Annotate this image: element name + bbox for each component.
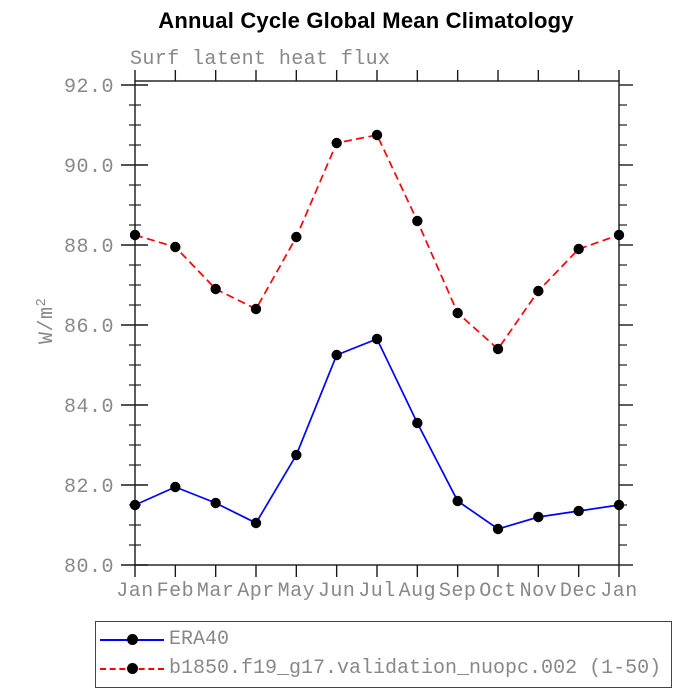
y-tick-label: 82.0 <box>64 476 114 499</box>
data-point-marker <box>533 511 544 523</box>
data-point-marker <box>129 499 141 511</box>
data-point-marker <box>250 517 262 529</box>
y-tick-label: 80.0 <box>64 556 114 579</box>
x-tick-label: May <box>278 580 316 603</box>
x-tick-label: Oct <box>479 580 517 603</box>
chart-title: Annual Cycle Global Mean Climatology <box>158 8 574 33</box>
plot-frame <box>134 80 620 566</box>
chart-svg: Jan Feb Mar Apr May Jun Jul Aug Sep Oct Nov Dec Jan8… <box>34 70 638 603</box>
x-tick-label: Jan <box>600 580 638 603</box>
y-tick-label: 92.0 <box>64 76 114 99</box>
data-point-marker <box>492 523 504 535</box>
x-tick-label: Jan <box>116 580 154 603</box>
legend-entry: ERA40 <box>100 625 671 654</box>
series-1 <box>129 129 625 355</box>
data-point-marker <box>371 129 383 141</box>
x-tick-label: Jul <box>358 580 396 603</box>
y-axis: 80.0 82.0 84.0 86.0 88.0 90.0 92.0 <box>64 76 633 579</box>
data-point-marker <box>210 497 221 509</box>
x-tick-label: Nov <box>520 580 558 603</box>
y-tick-label: 84.0 <box>64 396 114 419</box>
data-point-marker <box>291 449 302 461</box>
y-axis-title: W/m2 <box>34 298 59 344</box>
data-point-marker <box>412 215 423 227</box>
legend-entry-label: b1850.f19_g17.validation_nuopc.002 (1-50… <box>169 657 662 680</box>
data-point-marker <box>452 495 463 507</box>
data-point-marker <box>129 229 141 241</box>
x-tick-label: Mar <box>197 580 235 603</box>
legend: ERA40 b1850.f19_g17.validation_nuopc.002 … <box>95 621 672 688</box>
data-point-marker <box>170 481 181 493</box>
chart-subtitle: Surf latent heat flux <box>130 48 391 71</box>
y-tick-label: 86.0 <box>64 316 114 339</box>
data-point-marker <box>291 231 302 243</box>
legend-marker-dot <box>126 634 138 645</box>
data-point-marker <box>573 505 584 517</box>
data-point-marker <box>573 243 584 255</box>
y-tick-label: 90.0 <box>64 156 114 179</box>
x-tick-label: Dec <box>560 580 598 603</box>
data-point-marker <box>492 343 504 355</box>
legend-marker-dot <box>126 663 138 674</box>
data-point-marker <box>331 349 342 361</box>
x-tick-label: Feb <box>157 580 195 603</box>
x-tick-label: Sep <box>439 580 477 603</box>
x-axis: Jan Feb Mar Apr May Jun Jul Aug Sep Oct Nov Dec Jan <box>116 70 638 603</box>
data-point-marker <box>412 417 423 429</box>
data-point-marker <box>452 307 463 319</box>
legend-line-sample <box>100 654 164 683</box>
data-point-marker <box>371 333 383 345</box>
legend-entry-label: ERA40 <box>169 628 230 651</box>
data-point-marker <box>613 229 625 241</box>
data-point-marker <box>210 283 221 295</box>
x-tick-label: Aug <box>399 580 437 603</box>
series-0 <box>129 333 625 535</box>
legend-entry: b1850.f19_g17.validation_nuopc.002 (1-50… <box>100 654 671 683</box>
data-point-marker <box>331 137 342 149</box>
data-point-marker <box>613 499 625 511</box>
y-tick-label: 88.0 <box>64 236 114 259</box>
legend-line-sample <box>100 625 164 654</box>
data-point-marker <box>250 303 262 315</box>
x-tick-label: Apr <box>237 580 275 603</box>
data-point-marker <box>170 241 181 253</box>
data-point-marker <box>533 285 544 297</box>
x-tick-label: Jun <box>318 580 356 603</box>
